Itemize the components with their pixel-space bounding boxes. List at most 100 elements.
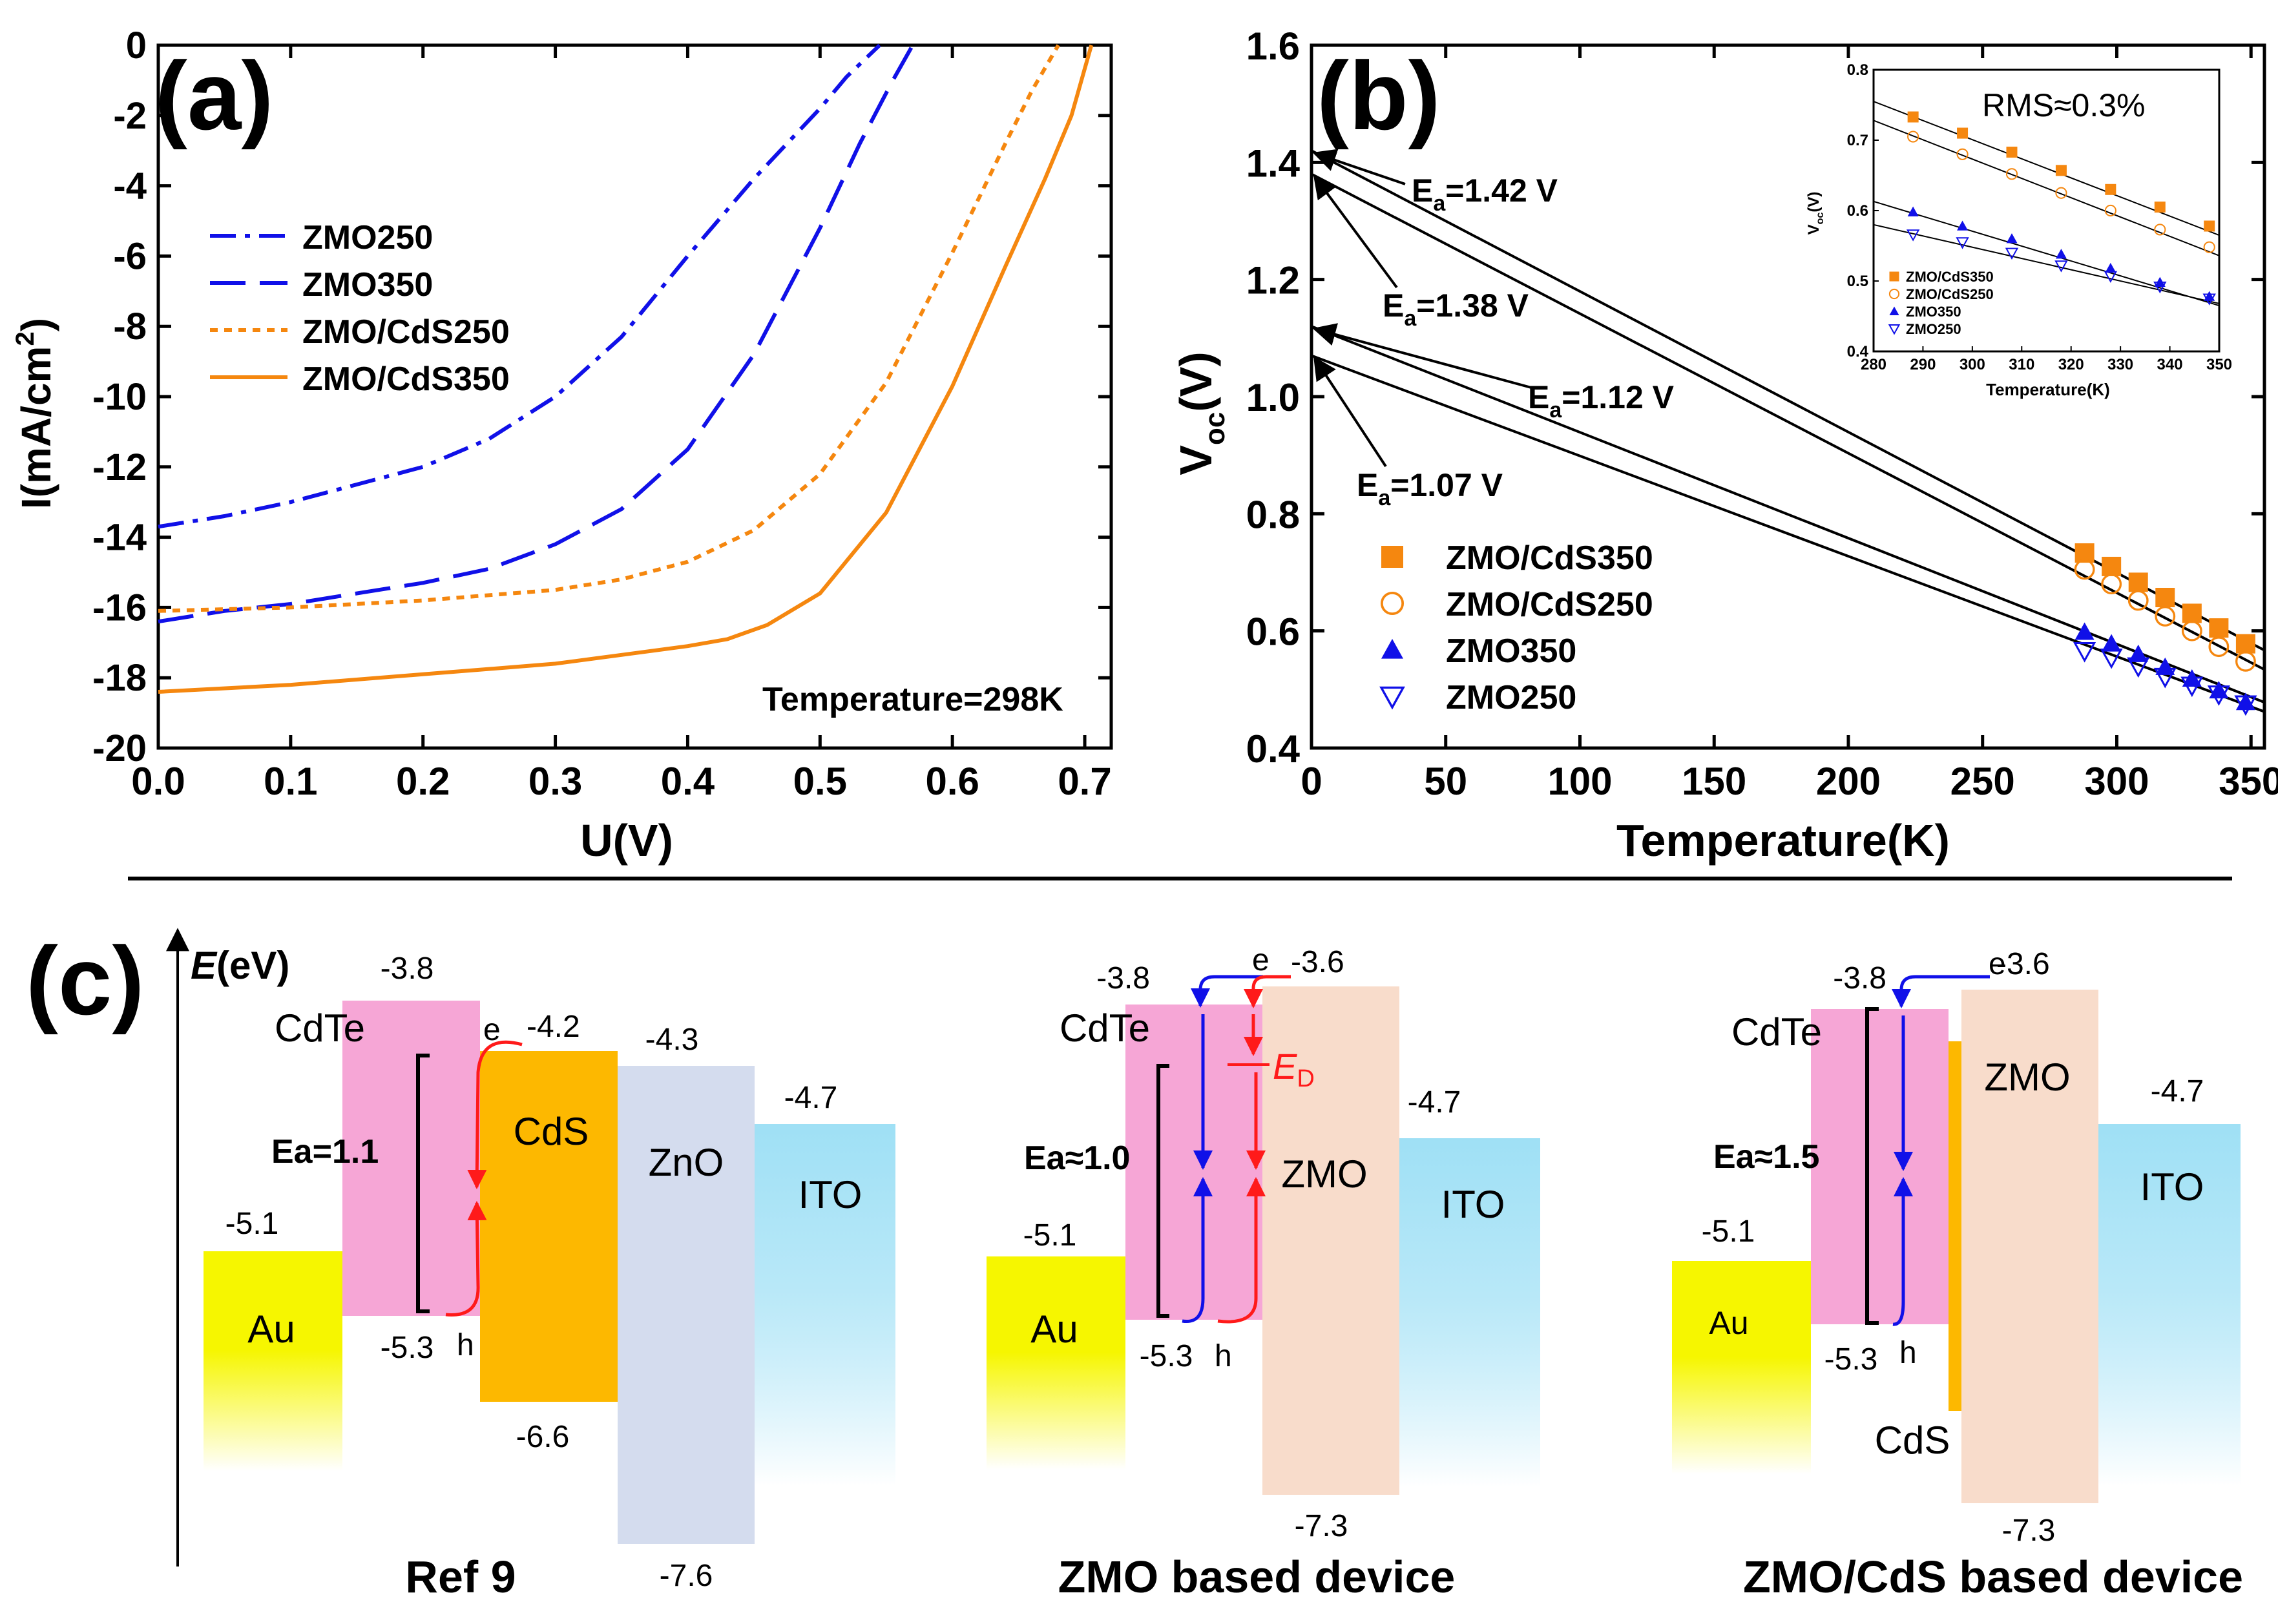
x-tick-label: 250 <box>1950 760 2015 803</box>
y-tick-label: 1.2 <box>1246 259 1300 302</box>
legend-label: ZMO/CdS350 <box>302 360 510 398</box>
fit-line <box>1311 172 2265 671</box>
ito-label: ITO <box>799 1173 862 1216</box>
y-tick-label: 0.4 <box>1246 727 1301 771</box>
hole-up-blue <box>1182 1177 1213 1324</box>
y-tick-label: 0.8 <box>1246 493 1300 536</box>
diagram-zmo-cds: Au -5.1 CdTe -3.8 -5.3 CdS ZMO -3.6 -7.3… <box>1672 947 2243 1602</box>
panel-a-legend: ZMO250 ZMO350 ZMO/CdS250 ZMO/CdS350 <box>210 219 510 398</box>
diagram-zmo: Au -5.1 CdTe -3.8 -5.3 ZMO -3.6 -7.3 ITO… <box>987 943 1540 1602</box>
x-tick-label: 0.2 <box>396 760 450 803</box>
y-tick-label: -20 <box>92 727 147 769</box>
zmo-top-level: -3.6 <box>1291 945 1344 979</box>
data-point-zmo-cds350 <box>2235 634 2255 654</box>
ito-band <box>755 1124 895 1486</box>
inset-data-point <box>2203 241 2215 253</box>
fit-label-arrow <box>1313 356 1387 468</box>
au-label: Au <box>1709 1305 1748 1341</box>
inset-y-tick-label: 0.5 <box>1847 273 1868 290</box>
au-level: -5.1 <box>225 1207 279 1241</box>
inset-data-point <box>1956 237 1969 249</box>
data-point-zmo-cds250 <box>2235 651 2256 672</box>
legend-marker <box>1381 546 1403 568</box>
cdte-bottom-level: -5.3 <box>1140 1339 1193 1373</box>
data-point-zmo250 <box>2234 695 2257 716</box>
inset-data-point <box>1907 130 1919 143</box>
inset-rms-annotation: RMS≈0.3% <box>1982 87 2146 123</box>
electron-path <box>467 1040 523 1189</box>
data-point-zmo-cds250 <box>2181 620 2202 641</box>
diagram-caption: Ref 9 <box>405 1552 516 1602</box>
y-tick-label: 1.6 <box>1246 25 1300 68</box>
cds-bottom-level: -6.6 <box>516 1420 570 1454</box>
y-tick-label: -14 <box>92 517 147 559</box>
ito-level: -4.7 <box>1408 1085 1461 1119</box>
inset-legend-marker <box>1889 306 1899 315</box>
diagram-caption: ZMO/CdS based device <box>1743 1552 2243 1602</box>
data-point-zmo350 <box>2102 634 2122 652</box>
inset-x-axis-title: Temperature(K) <box>1986 380 2110 399</box>
panel-b-chart: 0 50 100 150 200 250 300 350 0.4 0.6 0.8 1.0 1.2 1.4 1… <box>1171 25 2278 866</box>
fit-label: Ea=1.38 V <box>1383 287 1529 331</box>
zmo-bottom-level: -7.3 <box>1295 1509 1348 1543</box>
y-tick-label: -12 <box>92 446 147 488</box>
inset-y-tick-label: 0.7 <box>1847 132 1868 149</box>
inset-data-point <box>1957 127 1969 139</box>
inset-data-point <box>2154 224 2166 236</box>
inset-data-point <box>2153 281 2167 294</box>
zmo-bottom-level: -7.3 <box>2002 1514 2056 1548</box>
cdte-top-level: -3.8 <box>381 952 434 986</box>
legend-marker <box>1379 686 1405 710</box>
inset-data-point <box>2005 247 2019 260</box>
y-tick-label: -10 <box>92 376 147 418</box>
fit-label: Ea=1.12 V <box>1528 379 1675 422</box>
data-point-zmo250 <box>2207 685 2230 706</box>
defect-level-label: ED <box>1273 1046 1315 1092</box>
fit-label-arrow <box>1312 323 1532 389</box>
y-tick-label: -2 <box>113 95 147 137</box>
ito-label: ITO <box>2140 1165 2204 1209</box>
au-level: -5.1 <box>1702 1214 1755 1249</box>
y-tick-label: 0 <box>126 25 147 67</box>
inset-legend-label: ZMO/CdS350 <box>1906 269 1994 285</box>
zmo-label: ZMO <box>1281 1152 1367 1196</box>
data-point-zmo350 <box>2074 622 2095 640</box>
zno-label: ZnO <box>649 1141 724 1184</box>
fit-line <box>1311 354 2265 713</box>
hole-path <box>445 1201 487 1317</box>
inset-x-tick-label: 290 <box>1910 356 1936 373</box>
fit-label-arrow <box>1312 149 1406 185</box>
inset-data-point <box>2104 271 2118 283</box>
data-point-zmo-cds250 <box>2208 636 2230 658</box>
x-tick-label: 100 <box>1547 760 1612 803</box>
inset-data-point <box>2204 220 2215 232</box>
inset-y-tick-label: 0.6 <box>1847 202 1868 220</box>
electron-label: e <box>1989 947 2006 981</box>
cdte-band <box>1811 1009 1949 1324</box>
fit-line <box>1311 325 2265 704</box>
y-tick-label: 0.6 <box>1246 610 1300 654</box>
inset-data-point <box>2005 168 2018 180</box>
au-band <box>987 1256 1125 1470</box>
inset-y-tick-label: 0.8 <box>1847 61 1868 79</box>
data-point-zmo-cds350 <box>2102 556 2122 576</box>
inset-data-point <box>2006 233 2018 244</box>
inset-x-tick-label: 330 <box>2107 356 2133 373</box>
zno-top-level: -4.3 <box>645 1023 699 1057</box>
inset-data-point <box>1956 148 1969 160</box>
legend-label: ZMO/CdS350 <box>1446 539 1653 577</box>
data-point-zmo-cds250 <box>2074 559 2095 580</box>
electron-label: e <box>1252 943 1270 977</box>
data-point-zmo250 <box>2180 676 2204 698</box>
electron-path-red <box>1244 975 1291 1008</box>
x-tick-label: 0.3 <box>528 760 582 803</box>
au-band <box>204 1251 342 1471</box>
x-tick-label: 0.5 <box>793 760 847 803</box>
zno-bottom-level: -7.6 <box>660 1559 713 1593</box>
x-tick-label: 0.7 <box>1058 760 1111 803</box>
inset-fit-line <box>1873 120 2220 256</box>
cdte-top-level: -3.8 <box>1833 961 1886 995</box>
cdte-label: CdTe <box>1060 1006 1150 1050</box>
inset-legend-label: ZMO250 <box>1906 321 1961 337</box>
